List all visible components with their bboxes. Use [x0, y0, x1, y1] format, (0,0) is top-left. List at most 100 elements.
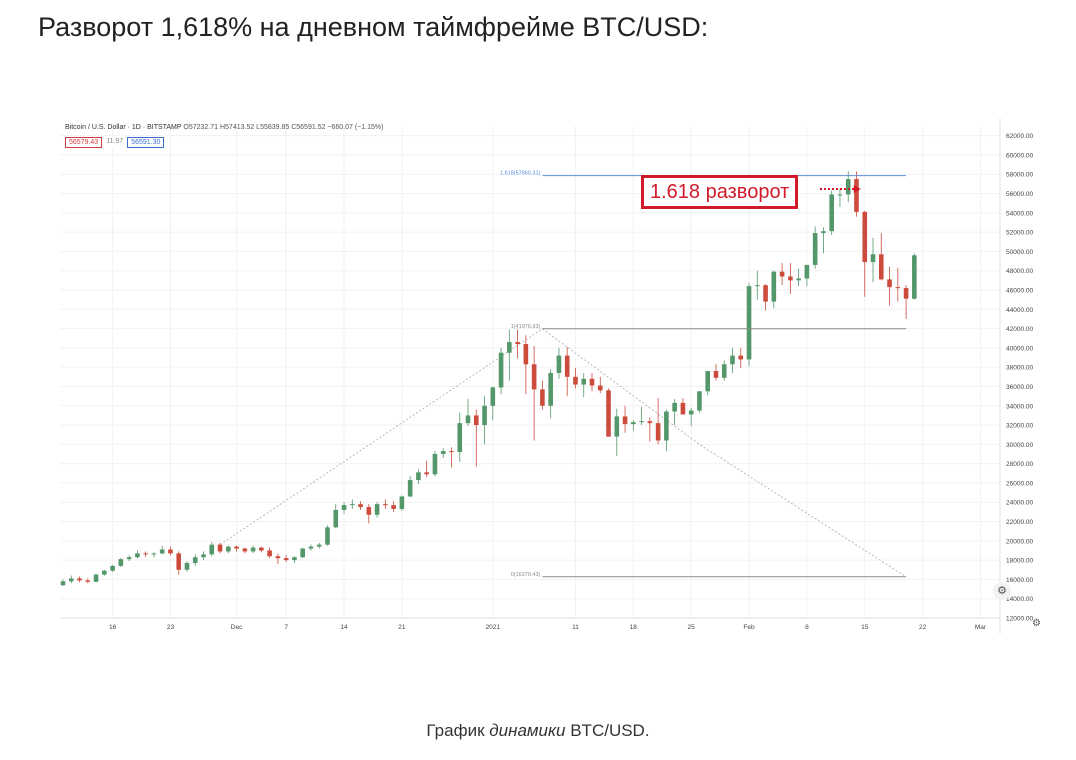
candle-down — [242, 548, 248, 552]
candle-up — [490, 387, 496, 406]
fib-level-label: 1(41976.93) — [511, 324, 541, 330]
candle-up — [804, 264, 810, 279]
candle-up — [664, 411, 669, 441]
candle-down — [540, 389, 545, 406]
candle-up — [159, 549, 165, 554]
candle-up — [300, 548, 305, 558]
candle-up — [184, 563, 190, 570]
candle-down — [267, 550, 272, 557]
candle-up — [118, 559, 124, 566]
price-badges: 56579.43 11.97 56591.30 — [65, 137, 165, 148]
x-tick-label: 7 — [284, 624, 288, 631]
candle-up — [192, 557, 198, 564]
candle-up — [416, 472, 421, 481]
y-tick-label: 38000.00 — [1006, 365, 1033, 372]
candle-up — [432, 454, 438, 475]
y-tick-label: 48000.00 — [1006, 268, 1033, 275]
candle-down — [738, 355, 744, 360]
candle-up — [498, 352, 504, 388]
candle-down — [358, 504, 363, 508]
candle-up — [688, 410, 694, 415]
candle-down — [862, 211, 868, 263]
candle-up — [631, 422, 636, 425]
candle-up — [721, 364, 727, 378]
fib-level-label: 1.618(57860.31) — [500, 171, 541, 177]
y-tick-label: 42000.00 — [1006, 326, 1033, 333]
candle-down — [473, 415, 479, 426]
y-tick-label: 36000.00 — [1006, 384, 1033, 391]
candle-up — [548, 372, 553, 406]
y-tick-label: 14000.00 — [1006, 596, 1033, 603]
spread-value: 11.97 — [106, 137, 124, 148]
y-tick-label: 40000.00 — [1006, 345, 1033, 352]
candle-down — [779, 271, 785, 277]
candle-down — [259, 547, 264, 551]
y-tick-label: 32000.00 — [1006, 423, 1033, 430]
candle-up — [407, 480, 413, 497]
candle-up — [796, 278, 801, 281]
x-tick-label: 2021 — [486, 624, 501, 631]
x-tick-label: 15 — [861, 624, 869, 631]
candle-down — [143, 553, 148, 555]
y-tick-label: 50000.00 — [1006, 249, 1033, 256]
candle-up — [201, 554, 206, 558]
candle-up — [614, 416, 620, 437]
candle-up — [349, 504, 355, 506]
y-tick-label: 58000.00 — [1006, 172, 1033, 179]
y-tick-label: 44000.00 — [1006, 307, 1033, 314]
y-tick-label: 16000.00 — [1006, 577, 1033, 584]
fib-level-label: 0(16270.43) — [511, 572, 541, 578]
candle-down — [531, 364, 537, 390]
candle-down — [168, 549, 173, 554]
x-tick-label: Dec — [231, 624, 243, 631]
candle-up — [316, 544, 322, 547]
caption-end: BTC/USD. — [565, 721, 650, 740]
y-tick-label: 12000.00 — [1006, 616, 1033, 623]
candle-up — [697, 391, 702, 411]
candle-up — [812, 233, 818, 265]
y-tick-label: 52000.00 — [1006, 230, 1033, 237]
candle-up — [771, 271, 777, 302]
settings-gear-icon[interactable]: ⚙ — [1032, 618, 1041, 629]
candle-up — [672, 402, 677, 412]
candle-down — [606, 390, 611, 437]
x-tick-label: 25 — [688, 624, 696, 631]
bid-badge[interactable]: 56579.43 — [65, 137, 103, 148]
annotation-arrow-head — [853, 185, 861, 193]
y-tick-label: 54000.00 — [1006, 210, 1033, 217]
candle-up — [399, 496, 405, 509]
candlestick-chart[interactable]: 12000.00 14000.00 16000.00 18000.00 20000.00… — [60, 118, 1060, 634]
candle-up — [440, 451, 446, 454]
ask-badge[interactable]: 56591.30 — [127, 137, 165, 148]
chart-frame[interactable]: 12000.00 14000.00 16000.00 18000.00 20000.00… — [60, 118, 1060, 634]
candle-up — [333, 509, 339, 528]
page-title: Разворот 1,618% на дневном таймфрейме BT… — [38, 12, 709, 42]
chart-legend: Bitcoin / U.S. Dollar · 1D · BITSTAMP O5… — [65, 124, 383, 131]
candle-down — [391, 505, 396, 509]
candle-down — [854, 179, 859, 212]
candle-up — [292, 557, 297, 561]
candle-up — [126, 557, 132, 560]
candle-up — [250, 547, 256, 552]
y-tick-label: 46000.00 — [1006, 288, 1033, 295]
candle-up — [821, 231, 826, 234]
candle-down — [85, 580, 91, 582]
candle-down — [449, 451, 454, 453]
candle-up — [639, 421, 644, 423]
candle-up — [102, 570, 107, 575]
candle-down — [573, 376, 578, 385]
candle-down — [77, 578, 82, 581]
gear-icon[interactable]: ⚙ — [993, 582, 1011, 600]
candle-up — [209, 544, 215, 555]
candle-up — [746, 286, 752, 360]
candle-down — [424, 472, 429, 475]
candle-up — [482, 405, 487, 426]
x-tick-label: 14 — [340, 624, 348, 631]
x-tick-label: 21 — [398, 624, 406, 631]
candle-down — [523, 344, 529, 365]
candle-up — [829, 194, 834, 232]
candle-down — [234, 546, 239, 549]
candle-up — [457, 423, 463, 453]
y-tick-label: 24000.00 — [1006, 500, 1033, 507]
legend-ohlc: O57232.71 H57413.52 L55839.85 C56591.52 … — [183, 124, 384, 131]
